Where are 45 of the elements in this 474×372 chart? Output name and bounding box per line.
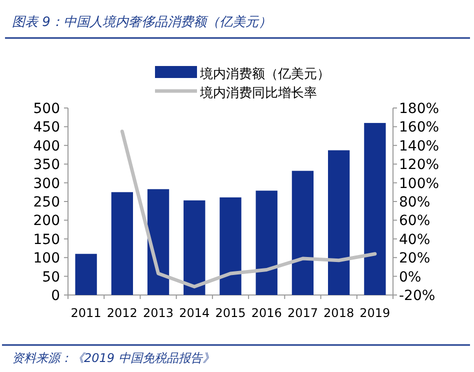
- y2-tick-label: 0%: [399, 269, 422, 286]
- y2-tick-label: 100%: [399, 176, 440, 192]
- y-tick-label: 200: [33, 213, 60, 230]
- y2-tick-label: 20%: [399, 250, 430, 267]
- x-tick-label: 2011: [70, 306, 102, 320]
- y-tick-label: 150: [33, 232, 60, 248]
- y2-tick-label: -20%: [399, 288, 436, 304]
- bar: [220, 197, 242, 295]
- chart-title: 图表 9：中国人境内奢侈品消费额（亿美元）: [12, 14, 272, 30]
- bar: [328, 150, 350, 295]
- x-tick-label: 2015: [215, 306, 246, 320]
- y-tick-label: 300: [33, 176, 60, 192]
- y-tick-label: 500: [33, 101, 60, 117]
- y2-tick-label: 40%: [399, 232, 430, 248]
- legend-label: 境内消费额（亿美元）: [199, 66, 330, 82]
- legend-label: 境内消费同比增长率: [199, 85, 317, 101]
- bar: [364, 122, 386, 295]
- y2-tick-label: 180%: [399, 101, 440, 117]
- line-series: [120, 130, 377, 288]
- x-tick-label: 2017: [287, 306, 318, 320]
- bar: [292, 170, 314, 295]
- x-tick-label: 2019: [360, 306, 390, 320]
- bar: [256, 190, 278, 295]
- bar: [75, 254, 97, 295]
- y2-tick-label: 120%: [399, 157, 440, 174]
- y2-tick-label: 60%: [399, 213, 430, 230]
- y-tick-label: 350: [33, 157, 60, 174]
- x-tick-label: 2012: [106, 306, 138, 320]
- y-tick-label: 50: [42, 269, 60, 286]
- y-tick-label: 100: [33, 250, 60, 267]
- bar: [184, 200, 206, 295]
- y-tick-label: 250: [33, 194, 60, 210]
- text: 资料来源：《2019 中国免税品报告》: [12, 351, 214, 365]
- y2-tick-label: 80%: [399, 194, 430, 210]
- x-tick-label: 2014: [179, 306, 210, 320]
- bar: [111, 192, 133, 295]
- x-tick-label: 2013: [143, 306, 174, 320]
- y2-tick-label: 140%: [399, 138, 440, 154]
- y-tick-label: 0: [51, 288, 60, 304]
- bar: [147, 189, 170, 295]
- x-tick-label: 2018: [324, 306, 354, 320]
- y-tick-label: 400: [33, 138, 60, 154]
- x-tick-label: 2016: [251, 306, 282, 320]
- y-tick-label: 450: [33, 120, 60, 136]
- y2-tick-label: 160%: [399, 120, 440, 136]
